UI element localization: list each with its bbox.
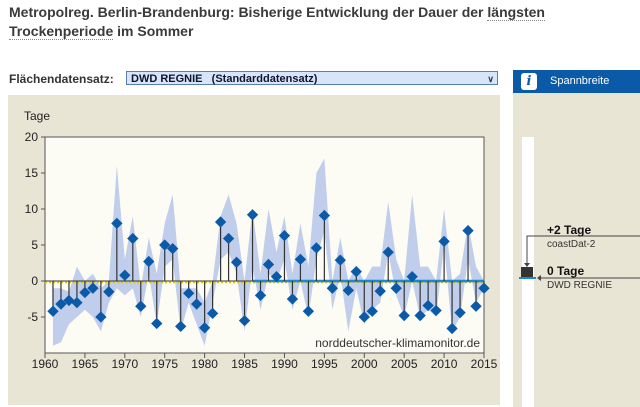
data-point [454,307,466,319]
range-value-regnie: 0 Tage [547,264,585,278]
data-point [446,322,458,335]
term-link-trockenperiode[interactable]: Trockenperiode [9,23,114,40]
data-point [206,307,219,320]
data-point [262,258,275,271]
y-tick-label: -5 [27,310,38,324]
data-point [135,300,147,312]
data-point [382,246,394,258]
data-point [414,309,426,322]
x-tick-label: 2010 [431,357,458,371]
data-point [478,282,490,294]
data-point [326,282,339,294]
data-point [342,284,354,297]
data-point [390,282,402,294]
data-point [127,232,139,245]
data-point [190,298,203,310]
data-point [318,209,331,222]
page-title: Metropolreg. Berlin-Brandenburg: Bisheri… [9,3,569,41]
data-point [159,239,171,251]
x-tick-label: 1970 [111,357,138,371]
data-point [406,271,418,283]
data-point [438,235,450,248]
x-tick-label: 1985 [231,357,258,371]
range-source-regnie: DWD REGNIE [547,280,612,291]
y-axis-label: Tage [24,109,50,123]
data-point [350,265,362,278]
data-point [151,317,163,330]
x-tick-label: 2005 [391,357,418,371]
y-tick-label: 5 [31,238,38,252]
range-value-coastdat: +2 Tage [547,223,592,237]
x-tick-label: 1995 [311,357,338,371]
data-point [294,253,307,266]
data-point [246,209,259,221]
watermark: norddeutscher-klimamonitor.de [315,336,480,350]
data-point [238,314,251,327]
data-point [230,256,243,268]
data-point [183,287,195,299]
x-tick-label: 1975 [151,357,178,371]
range-band [52,158,485,346]
data-point [302,305,315,317]
x-tick-label: 1965 [72,357,99,371]
data-point [366,305,378,317]
dataset-value: DWD REGNIE (Standarddatensatz) [131,73,318,85]
y-tick-label: 0 [31,274,38,288]
data-point [270,271,283,283]
data-point [55,298,67,310]
data-point [175,320,187,333]
data-point [462,224,474,237]
title-text-end: im Sommer [113,23,194,39]
data-point [398,309,410,322]
x-tick-label: 1990 [271,357,298,371]
data-point [286,293,299,305]
range-header[interactable]: i Spannbreite [513,70,640,93]
info-icon[interactable]: i [521,73,537,90]
data-point [358,311,370,323]
x-tick-label: 1980 [191,357,218,371]
data-point [143,255,155,268]
data-point [167,242,179,255]
data-point [254,289,267,302]
data-point [222,232,235,245]
data-point [422,299,434,312]
y-tick-label: 15 [25,166,39,180]
x-tick-label: 2015 [471,357,498,371]
data-point [198,322,211,334]
term-link-laengsten[interactable]: längsten [487,4,545,21]
range-source-coastdat: coastDat-2 [547,239,596,250]
data-point [374,285,386,297]
y-tick-label: 20 [25,130,39,144]
data-point [334,254,346,266]
range-header-label: Spannbreite [550,75,610,87]
data-point [278,229,291,242]
range-scale-bar [522,137,534,407]
chevron-down-icon: ∨ [487,74,494,84]
dataset-select[interactable]: DWD REGNIE (Standarddatensatz) ∨ [126,71,498,85]
data-point [470,300,482,312]
title-text: Metropolreg. Berlin-Brandenburg: Bisheri… [9,4,488,20]
x-tick-label: 1960 [32,357,59,371]
data-point [214,216,227,228]
y-tick-label: 10 [25,202,39,216]
data-point [310,242,323,254]
x-tick-label: 2000 [351,357,378,371]
dataset-label: Flächendatensatz: [9,72,114,86]
data-point [430,304,442,317]
data-point [47,305,59,317]
